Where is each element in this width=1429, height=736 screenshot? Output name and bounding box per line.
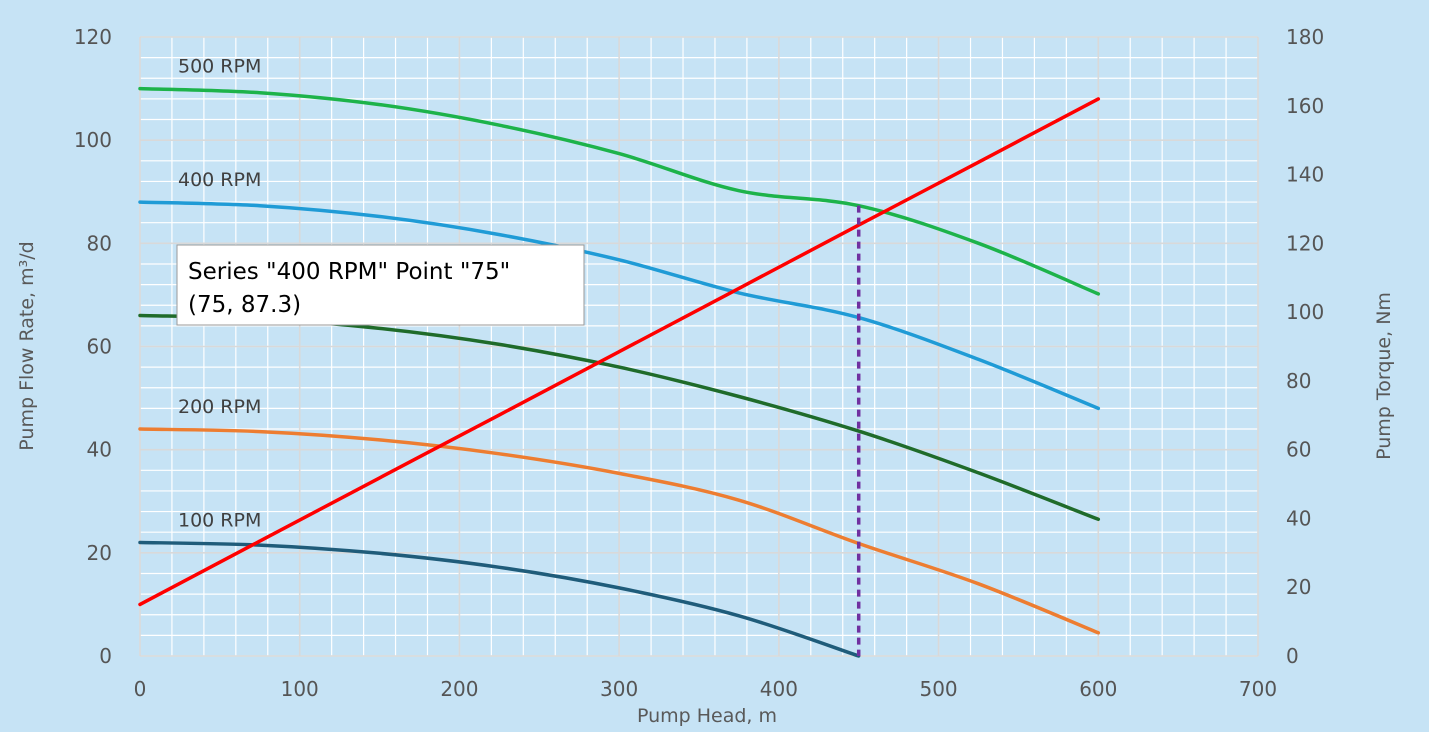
y-tick-label: 120 — [74, 25, 112, 49]
x-axis-title: Pump Head, m — [637, 705, 777, 727]
y-axis-title: Pump Flow Rate, m³/d — [16, 241, 38, 450]
x-tick-label: 600 — [1079, 677, 1117, 701]
y2-tick-label: 60 — [1286, 438, 1311, 462]
series-label-1: 400 RPM — [178, 169, 261, 191]
y2-tick-label: 120 — [1286, 231, 1324, 255]
series-lines — [138, 86, 1101, 658]
tooltip-series-text: Series "400 RPM" Point "75" — [188, 259, 510, 285]
tooltip-box — [176, 244, 585, 326]
x-tick-label: 500 — [919, 677, 957, 701]
y-tick-label: 0 — [99, 644, 112, 668]
y2-tick-label: 100 — [1286, 300, 1324, 324]
x-tick-label: 200 — [440, 677, 478, 701]
series-line-5 — [138, 97, 1101, 607]
series-label-4: 100 RPM — [178, 510, 261, 532]
series-line-0 — [138, 86, 1101, 296]
data-point-tooltip: Series "400 RPM" Point "75" (75, 87.3) — [176, 244, 585, 326]
y2-tick-label: 20 — [1286, 575, 1311, 599]
axes: 0 100 200 300 400 500 600 700 0 20 40 60 80 100 120 0 20… — [74, 25, 1324, 701]
y2-tick-label: 40 — [1286, 506, 1311, 530]
x-tick-label: 100 — [281, 677, 319, 701]
x-tick-label: 0 — [134, 677, 147, 701]
series-line-4 — [138, 540, 861, 658]
y-tick-label: 100 — [74, 128, 112, 152]
tooltip-value-text: (75, 87.3) — [188, 292, 301, 318]
y2-axis-title: Pump Torque, Nm — [1373, 292, 1395, 460]
y2-tick-label: 160 — [1286, 94, 1324, 118]
y2-tick-label: 140 — [1286, 163, 1324, 187]
grid — [139, 36, 1259, 657]
x-tick-label: 300 — [600, 677, 638, 701]
series-line-1 — [138, 200, 1101, 411]
series-labels: 500 RPM 400 RPM 200 RPM 100 RPM — [178, 56, 261, 532]
x-tick-label: 700 — [1239, 677, 1277, 701]
x-tick-label: 400 — [760, 677, 798, 701]
y2-tick-label: 0 — [1286, 644, 1299, 668]
y2-tick-label: 80 — [1286, 369, 1311, 393]
series-label-0: 500 RPM — [178, 56, 261, 78]
series-label-3: 200 RPM — [178, 396, 261, 418]
y-tick-label: 20 — [87, 541, 112, 565]
y-tick-label: 80 — [87, 231, 112, 255]
y-tick-label: 60 — [87, 335, 112, 359]
y2-tick-label: 180 — [1286, 25, 1324, 49]
y-tick-label: 40 — [87, 438, 112, 462]
series-line-3 — [138, 427, 1101, 635]
